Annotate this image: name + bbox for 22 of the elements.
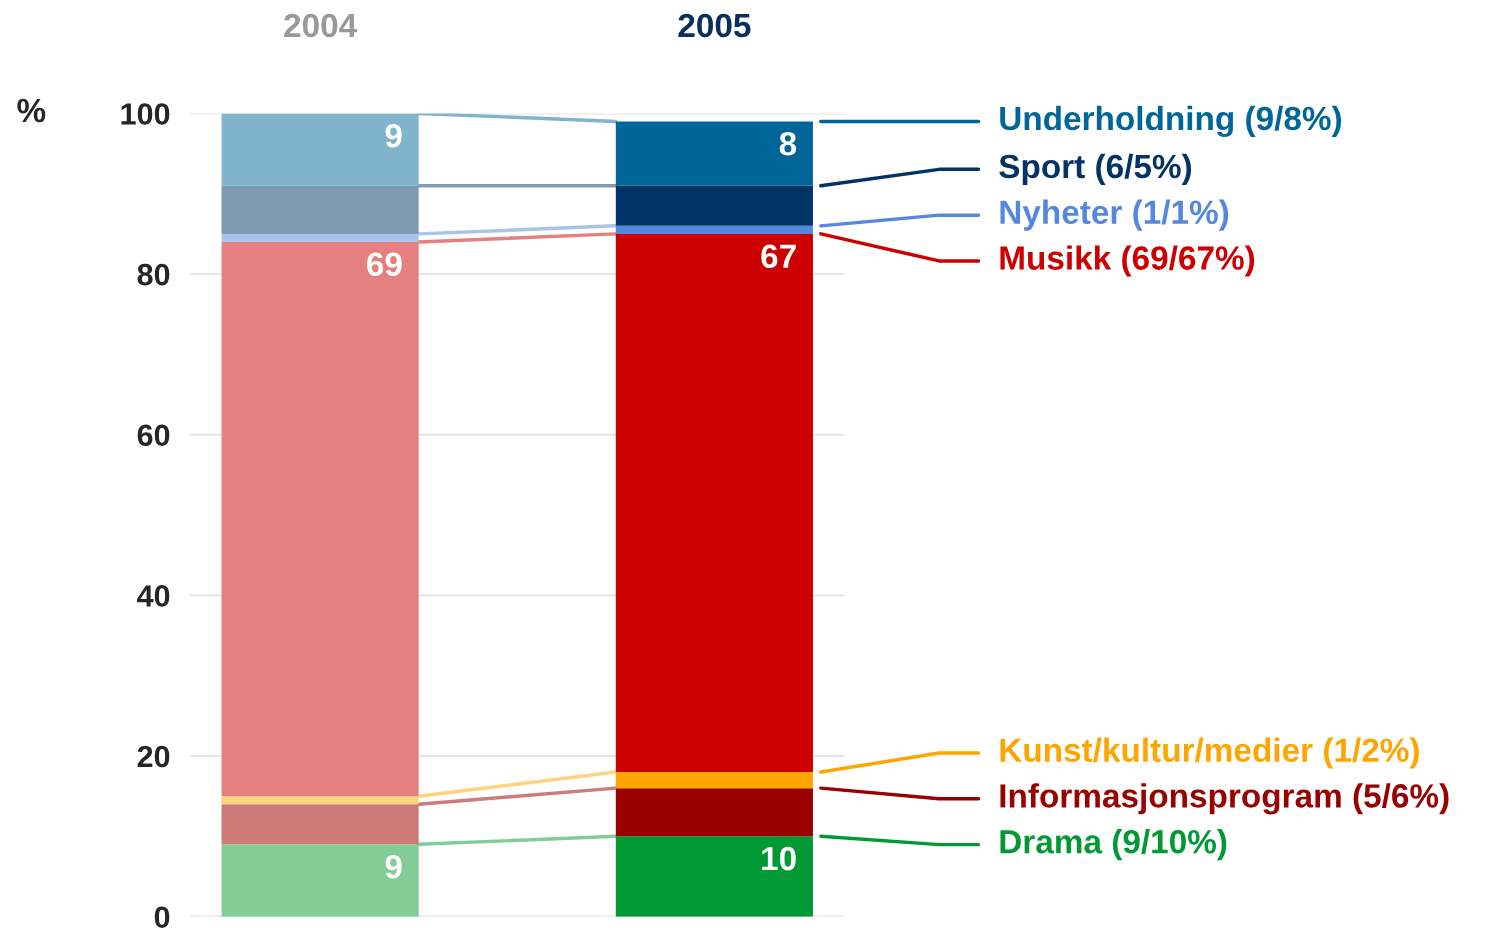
- y-tick-label: 100: [121, 103, 170, 125]
- data-label: 69: [367, 252, 402, 277]
- x-tick-label: 2004: [284, 13, 358, 38]
- y-tick-label: 0: [154, 906, 170, 929]
- y-axis-title: %: [17, 98, 46, 123]
- legend-label: Kunst/kultur/medier (1/2%): [1000, 737, 1419, 769]
- y-tick-label: 60: [137, 424, 170, 447]
- legend-label: Sport (6/5%): [999, 153, 1192, 185]
- legend-label: Underholdning (9/8%): [1000, 105, 1342, 138]
- y-tick-label: 80: [137, 263, 170, 286]
- data-label: 9: [385, 854, 402, 879]
- data-label: 67: [761, 244, 796, 269]
- legend-label: Informasjonsprogram (5/6%): [1000, 783, 1449, 815]
- y-tick-label: 40: [137, 585, 170, 607]
- y-tick-label: 20: [137, 745, 170, 768]
- legend-label: Drama (9/10%): [1000, 829, 1227, 861]
- data-label: 9: [385, 123, 402, 148]
- data-label: 10: [762, 846, 796, 871]
- x-tick-label: 2005: [678, 13, 751, 38]
- legend-label: Nyheter (1/1%): [1000, 199, 1229, 231]
- legend-label: Musikk (69/67%): [1000, 245, 1255, 277]
- data-label: 8: [779, 131, 797, 156]
